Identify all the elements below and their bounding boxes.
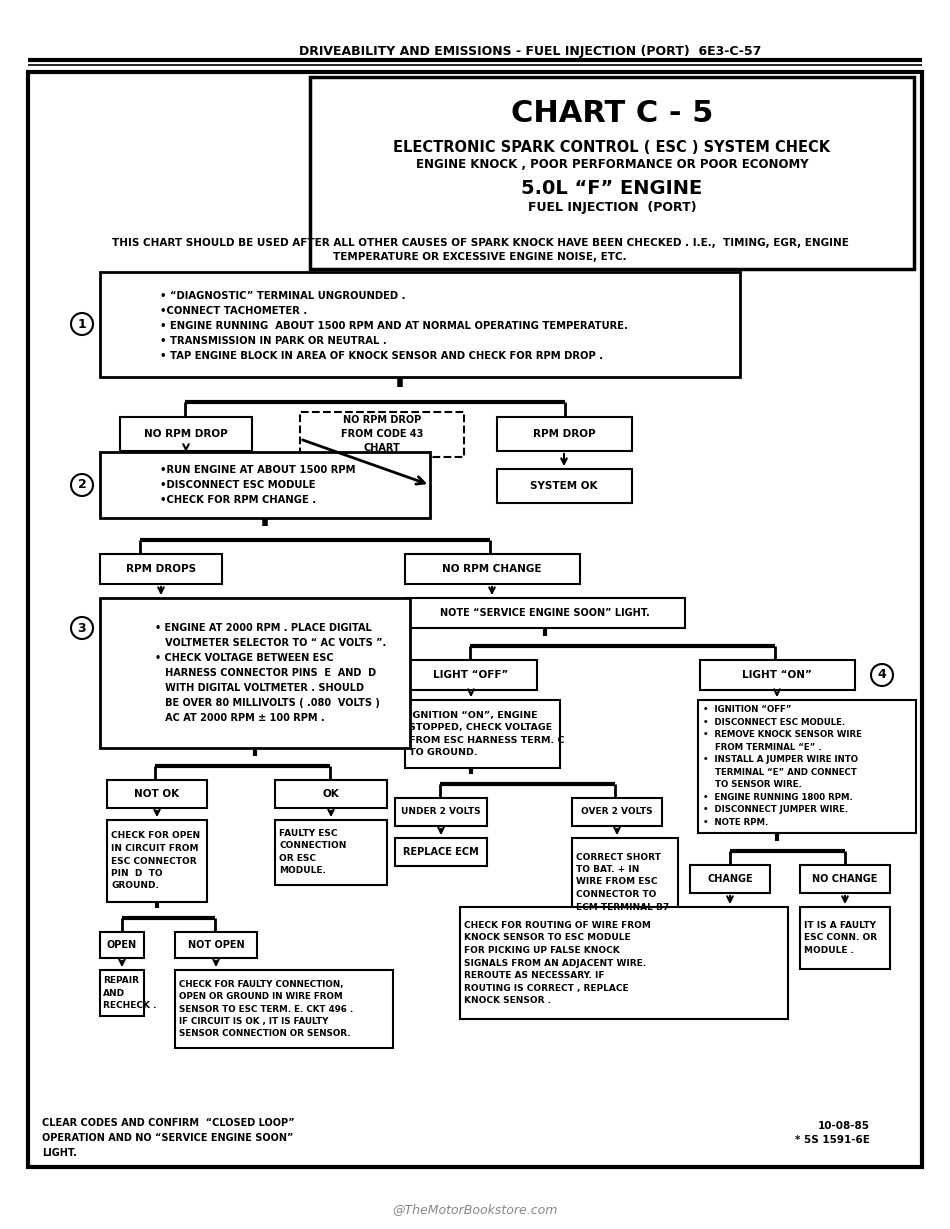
Bar	[405, 660, 537, 689]
Text: • “DIAGNOSTIC” TERMINAL UNGROUNDED .
•CONNECT TACHOMETER .
• ENGINE RUNNING  ABO: • “DIAGNOSTIC” TERMINAL UNGROUNDED . •CO…	[160, 291, 628, 361]
Text: REPLACE ECM: REPLACE ECM	[403, 847, 479, 857]
Bar	[275, 820, 387, 885]
Text: UNDER 2 VOLTS: UNDER 2 VOLTS	[401, 807, 481, 816]
Text: OVER 2 VOLTS: OVER 2 VOLTS	[581, 807, 653, 816]
Bar	[120, 417, 252, 451]
Bar	[175, 970, 393, 1048]
Text: CHECK FOR FAULTY CONNECTION,
OPEN OR GROUND IN WIRE FROM
SENSOR TO ESC TERM. E. : CHECK FOR FAULTY CONNECTION, OPEN OR GRO…	[179, 980, 353, 1039]
Bar	[405, 701, 560, 768]
Text: NO RPM DROP
FROM CODE 43
CHART: NO RPM DROP FROM CODE 43 CHART	[341, 415, 423, 454]
Bar	[700, 660, 855, 689]
Text: 2: 2	[78, 478, 86, 492]
Text: NOTE “SERVICE ENGINE SOON” LIGHT.: NOTE “SERVICE ENGINE SOON” LIGHT.	[440, 608, 650, 618]
Text: NOT OPEN: NOT OPEN	[188, 940, 244, 950]
Text: CHECK FOR ROUTING OF WIRE FROM
KNOCK SENSOR TO ESC MODULE
FOR PICKING UP FALSE K: CHECK FOR ROUTING OF WIRE FROM KNOCK SEN…	[464, 921, 651, 1005]
Text: RPM DROPS: RPM DROPS	[126, 564, 196, 574]
Text: CORRECT SHORT
TO BAT. + IN
WIRE FROM ESC
CONNECTOR TO
ECM TERMINAL B7: CORRECT SHORT TO BAT. + IN WIRE FROM ESC…	[576, 853, 669, 912]
Bar	[405, 599, 685, 628]
Text: NO CHANGE: NO CHANGE	[812, 874, 878, 884]
Text: 4: 4	[878, 669, 886, 682]
Text: 1: 1	[78, 317, 86, 331]
Bar	[175, 932, 257, 957]
Bar	[107, 820, 207, 902]
Bar	[690, 865, 770, 893]
Text: 10-08-85: 10-08-85	[818, 1121, 870, 1131]
Text: ELECTRONIC SPARK CONTROL ( ESC ) SYSTEM CHECK: ELECTRONIC SPARK CONTROL ( ESC ) SYSTEM …	[393, 140, 830, 156]
Circle shape	[71, 313, 93, 336]
Text: CHANGE: CHANGE	[707, 874, 752, 884]
Bar	[100, 452, 430, 517]
Bar	[405, 554, 580, 584]
Bar	[497, 469, 632, 503]
Text: * 5S 1591-6E: * 5S 1591-6E	[795, 1136, 870, 1145]
Bar	[275, 780, 387, 807]
Bar	[100, 599, 410, 748]
Text: NO RPM CHANGE: NO RPM CHANGE	[443, 564, 542, 574]
Text: • ENGINE AT 2000 RPM . PLACE DIGITAL
   VOLTMETER SELECTOR TO “ AC VOLTS ”.
• CH: • ENGINE AT 2000 RPM . PLACE DIGITAL VOL…	[155, 623, 387, 723]
Text: ENGINE KNOCK , POOR PERFORMANCE OR POOR ECONOMY: ENGINE KNOCK , POOR PERFORMANCE OR POOR …	[416, 159, 808, 172]
Text: REPAIR
AND
RECHECK .: REPAIR AND RECHECK .	[103, 976, 157, 1010]
Text: CHECK FOR OPEN
IN CIRCUIT FROM
ESC CONNECTOR
PIN  D  TO
GROUND.: CHECK FOR OPEN IN CIRCUIT FROM ESC CONNE…	[111, 832, 200, 891]
Text: FUEL INJECTION  (PORT): FUEL INJECTION (PORT)	[527, 200, 696, 214]
Bar	[698, 701, 916, 833]
Text: NOT OK: NOT OK	[135, 789, 180, 799]
Text: NO RPM DROP: NO RPM DROP	[144, 429, 228, 439]
Bar	[300, 412, 464, 457]
Text: LIGHT “OFF”: LIGHT “OFF”	[433, 670, 508, 680]
Bar	[572, 838, 678, 925]
Text: CLEAR CODES AND CONFIRM  “CLOSED LOOP”
OPERATION AND NO “SERVICE ENGINE SOON”
LI: CLEAR CODES AND CONFIRM “CLOSED LOOP” OP…	[42, 1118, 294, 1159]
Bar	[107, 780, 207, 807]
Bar	[28, 73, 922, 1168]
Text: FAULTY ESC
CONNECTION
OR ESC
MODULE.: FAULTY ESC CONNECTION OR ESC MODULE.	[279, 828, 347, 875]
Text: 5.0L “F” ENGINE: 5.0L “F” ENGINE	[522, 178, 703, 198]
Text: IGNITION “ON”, ENGINE
STOPPED, CHECK VOLTAGE
FROM ESC HARNESS TERM. C
TO GROUND.: IGNITION “ON”, ENGINE STOPPED, CHECK VOL…	[409, 710, 564, 757]
Bar	[100, 554, 222, 584]
Text: TEMPERATURE OR EXCESSIVE ENGINE NOISE, ETC.: TEMPERATURE OR EXCESSIVE ENGINE NOISE, E…	[333, 252, 627, 262]
Circle shape	[871, 664, 893, 686]
Bar	[800, 907, 890, 968]
Bar	[100, 272, 740, 377]
Bar	[800, 865, 890, 893]
Text: DRIVEABILITY AND EMISSIONS - FUEL INJECTION (PORT)  6E3-C-57: DRIVEABILITY AND EMISSIONS - FUEL INJECT…	[299, 45, 761, 59]
Text: 3: 3	[78, 622, 86, 634]
Text: RPM DROP: RPM DROP	[533, 429, 596, 439]
Text: •  IGNITION “OFF”
•  DISCONNECT ESC MODULE.
•  REMOVE KNOCK SENSOR WIRE
    FROM: • IGNITION “OFF” • DISCONNECT ESC MODULE…	[703, 705, 862, 827]
Text: OPEN: OPEN	[107, 940, 137, 950]
Text: THIS CHART SHOULD BE USED AFTER ALL OTHER CAUSES OF SPARK KNOCK HAVE BEEN CHECKE: THIS CHART SHOULD BE USED AFTER ALL OTHE…	[111, 238, 848, 248]
Text: LIGHT “ON”: LIGHT “ON”	[742, 670, 812, 680]
Text: SYSTEM OK: SYSTEM OK	[530, 481, 598, 492]
Text: @TheMotorBookstore.com: @TheMotorBookstore.com	[392, 1203, 558, 1217]
Text: IT IS A FAULTY
ESC CONN. OR
MODULE .: IT IS A FAULTY ESC CONN. OR MODULE .	[804, 921, 877, 955]
Text: •RUN ENGINE AT ABOUT 1500 RPM
•DISCONNECT ESC MODULE
•CHECK FOR RPM CHANGE .: •RUN ENGINE AT ABOUT 1500 RPM •DISCONNEC…	[160, 465, 355, 505]
Circle shape	[71, 474, 93, 497]
Bar	[100, 932, 144, 957]
Bar	[100, 970, 144, 1016]
Text: OK: OK	[323, 789, 339, 799]
Text: CHART C - 5: CHART C - 5	[511, 98, 713, 128]
Bar	[395, 798, 487, 826]
Bar	[460, 907, 788, 1019]
Bar	[310, 77, 914, 269]
Circle shape	[71, 617, 93, 639]
Bar	[395, 838, 487, 866]
Bar	[572, 798, 662, 826]
Bar	[497, 417, 632, 451]
